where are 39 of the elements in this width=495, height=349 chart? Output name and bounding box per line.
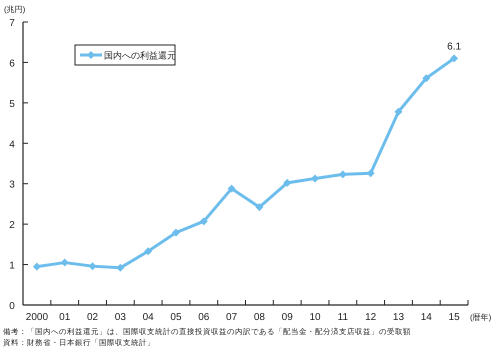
y-tick-label: 5: [9, 98, 16, 110]
x-tick-label: 02: [86, 312, 99, 323]
point: [200, 217, 208, 226]
x-tick-label: 13: [392, 312, 404, 323]
point: [255, 203, 264, 212]
point: [450, 54, 458, 62]
x-tick-label: 2000: [26, 312, 48, 323]
y-tick-label: 2: [9, 220, 16, 232]
y-tick-label: 4: [9, 139, 16, 150]
x-tick-label: 11: [338, 312, 348, 323]
y-tick-label: 0: [9, 301, 16, 312]
x-tick-label: 01: [59, 312, 71, 323]
x-tick-label: 15: [448, 312, 460, 323]
x-tick-label: 03: [114, 312, 126, 323]
point: [283, 178, 292, 187]
point: [32, 262, 41, 271]
point: [422, 74, 430, 82]
y-axis-title: (兆円): [4, 5, 26, 14]
x-tick-label: 08: [254, 312, 266, 323]
point: [144, 247, 152, 256]
x-tick-label: 09: [282, 312, 294, 323]
x-tick-label: 10: [309, 312, 322, 323]
y-tick-label: 1: [9, 260, 16, 272]
point: [172, 228, 180, 237]
y-tick-label: 3: [9, 180, 16, 191]
x-tick-label: 12: [365, 312, 377, 323]
point: [338, 170, 347, 178]
x-tick-label: 06: [198, 312, 210, 323]
y-tick-label: 6: [9, 58, 16, 70]
data-label: 6.1: [447, 41, 462, 52]
point: [228, 184, 236, 193]
x-tick-label: 14: [420, 312, 432, 323]
x-tick-label: 04: [142, 312, 154, 323]
x-axis-title: (暦年): [470, 313, 492, 322]
point: [394, 108, 402, 116]
point: [60, 258, 69, 267]
y-tick-label: 7: [9, 18, 16, 29]
x-tick-label: 05: [170, 312, 182, 323]
x-tick-label: 07: [226, 312, 238, 323]
